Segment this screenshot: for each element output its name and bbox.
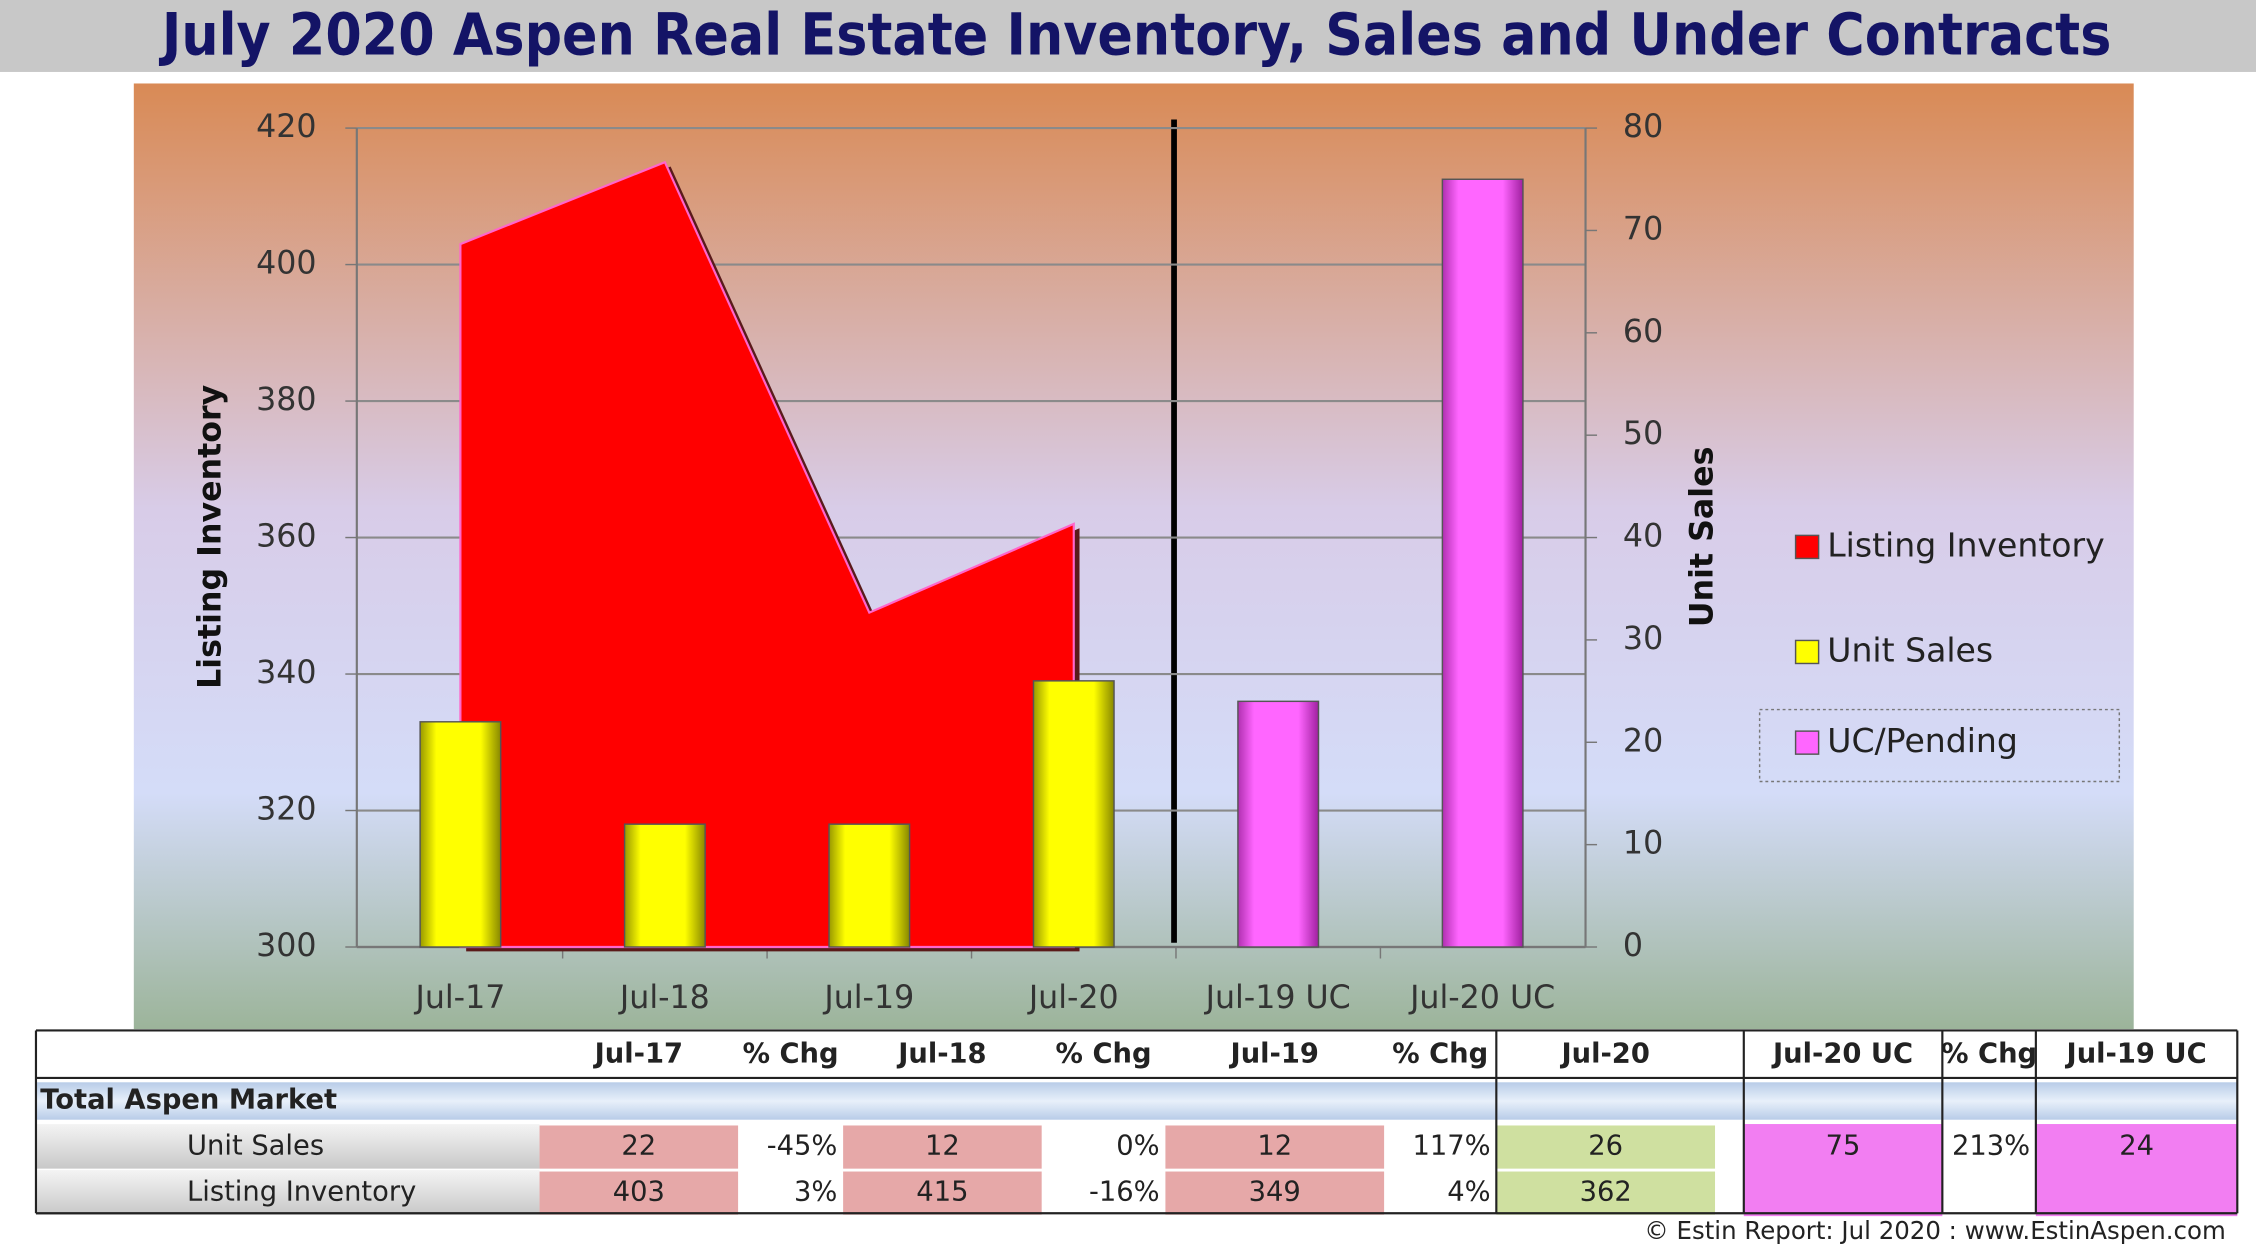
column-header: % Chg [1056, 1038, 1152, 1069]
x-tick-label: Jul-18 [618, 980, 710, 1016]
row-label: Listing Inventory [187, 1177, 416, 1208]
cell-bg [843, 1171, 1042, 1215]
section-label: Total Aspen Market [40, 1085, 337, 1116]
cell-bg [1743, 1124, 1943, 1217]
bar [1441, 178, 1524, 948]
cell-bg [539, 1125, 739, 1169]
column-header: % Chg [1941, 1038, 2037, 1069]
legend-marker [1794, 730, 1820, 755]
bar [828, 823, 911, 948]
y2-tick-label: 50 [1623, 416, 1663, 452]
footer: © Estin Report: Jul 2020 : www.EstinAspe… [1644, 1216, 2225, 1245]
table-cell: 26 [1588, 1131, 1623, 1162]
table-cell: 362 [1580, 1177, 1632, 1208]
column-header: % Chg [743, 1038, 839, 1069]
bar [623, 823, 706, 948]
table-cell: 0% [1116, 1131, 1159, 1162]
y2-tick-label: 40 [1623, 519, 1663, 555]
legend-label: UC/Pending [1827, 721, 2018, 760]
cell-bg [539, 1171, 739, 1215]
title-band [0, 0, 2256, 72]
column-header: Jul-18 [896, 1038, 986, 1069]
table-cell: 349 [1249, 1177, 1301, 1208]
table-cell: 12 [925, 1131, 960, 1162]
column-header: Jul-20 [1559, 1038, 1649, 1069]
legend-marker [1794, 639, 1820, 665]
y2-tick-label: 0 [1623, 928, 1643, 964]
y-tick-label: 400 [256, 246, 316, 282]
y-tick-label: 380 [256, 382, 316, 418]
column-header: Jul-19 [1229, 1038, 1319, 1069]
cell-bg [1496, 1171, 1716, 1215]
y2-tick-label: 70 [1623, 211, 1663, 247]
table-cell: 12 [1257, 1131, 1292, 1162]
y-tick-label: 300 [256, 928, 316, 964]
row-label-bg [35, 1124, 540, 1169]
y-tick-label: 360 [256, 519, 316, 555]
x-tick-label: Jul-20 UC [1408, 980, 1555, 1016]
table-cell: 3% [794, 1177, 837, 1208]
legend-highlight [1758, 708, 2121, 783]
table: Jul-17 % Chg Jul-18 % Chg Jul-19 % Chg Jul-20 J… [34, 1029, 2239, 1217]
legend-label: Unit Sales [1827, 630, 1993, 669]
table-cell: 4% [1447, 1177, 1490, 1208]
section-band [35, 1082, 2238, 1120]
table-cell: -45% [767, 1131, 838, 1162]
cell-bg [1165, 1125, 1385, 1169]
column-header: Jul-17 [593, 1038, 683, 1069]
cell-bg [1496, 1125, 1716, 1169]
y2-tick-label: 20 [1623, 723, 1663, 759]
legend-marker [1794, 534, 1820, 560]
y2-tick-label: 30 [1623, 621, 1663, 657]
table-cell: 75 [1826, 1131, 1861, 1162]
x-tick-label: Jul-17 [413, 980, 505, 1016]
column-header: Jul-20 UC [1771, 1038, 1913, 1069]
chart-title: July 2020 Aspen Real Estate Inventory, S… [158, 1, 2111, 68]
cell-bg [843, 1125, 1042, 1169]
table-cell: 117% [1412, 1131, 1490, 1162]
x-tick-label: Jul-20 [1027, 980, 1119, 1016]
table-cell: 213% [1952, 1131, 2030, 1162]
y-axis-title: Listing Inventory [193, 384, 229, 688]
cell-bg [2035, 1124, 2238, 1217]
y-tick-label: 420 [256, 109, 316, 145]
y2-tick-label: 10 [1623, 826, 1663, 862]
y-tick-label: 320 [256, 792, 316, 828]
y-tick-label: 340 [256, 655, 316, 691]
bar [1032, 680, 1115, 948]
y2-tick-label: 80 [1623, 109, 1663, 145]
table-cell: 403 [613, 1177, 665, 1208]
y2-axis-title: Unit Sales [1685, 447, 1721, 628]
x-tick-label: Jul-19 UC [1204, 980, 1351, 1016]
row-label: Unit Sales [187, 1131, 324, 1162]
column-header: Jul-19 UC [2065, 1038, 2207, 1069]
table-cell: 22 [621, 1131, 656, 1162]
y2-tick-label: 60 [1623, 314, 1663, 350]
row-label-bg [35, 1170, 540, 1215]
bar [419, 721, 502, 948]
column-header: % Chg [1392, 1038, 1488, 1069]
legend-label: Listing Inventory [1827, 525, 2104, 564]
bar [1237, 700, 1320, 948]
x-tick-label: Jul-19 [822, 980, 914, 1016]
cell-bg [1165, 1171, 1385, 1215]
table-cell: 24 [2119, 1131, 2154, 1162]
table-cell: -16% [1089, 1177, 1160, 1208]
table-cell: 415 [916, 1177, 968, 1208]
